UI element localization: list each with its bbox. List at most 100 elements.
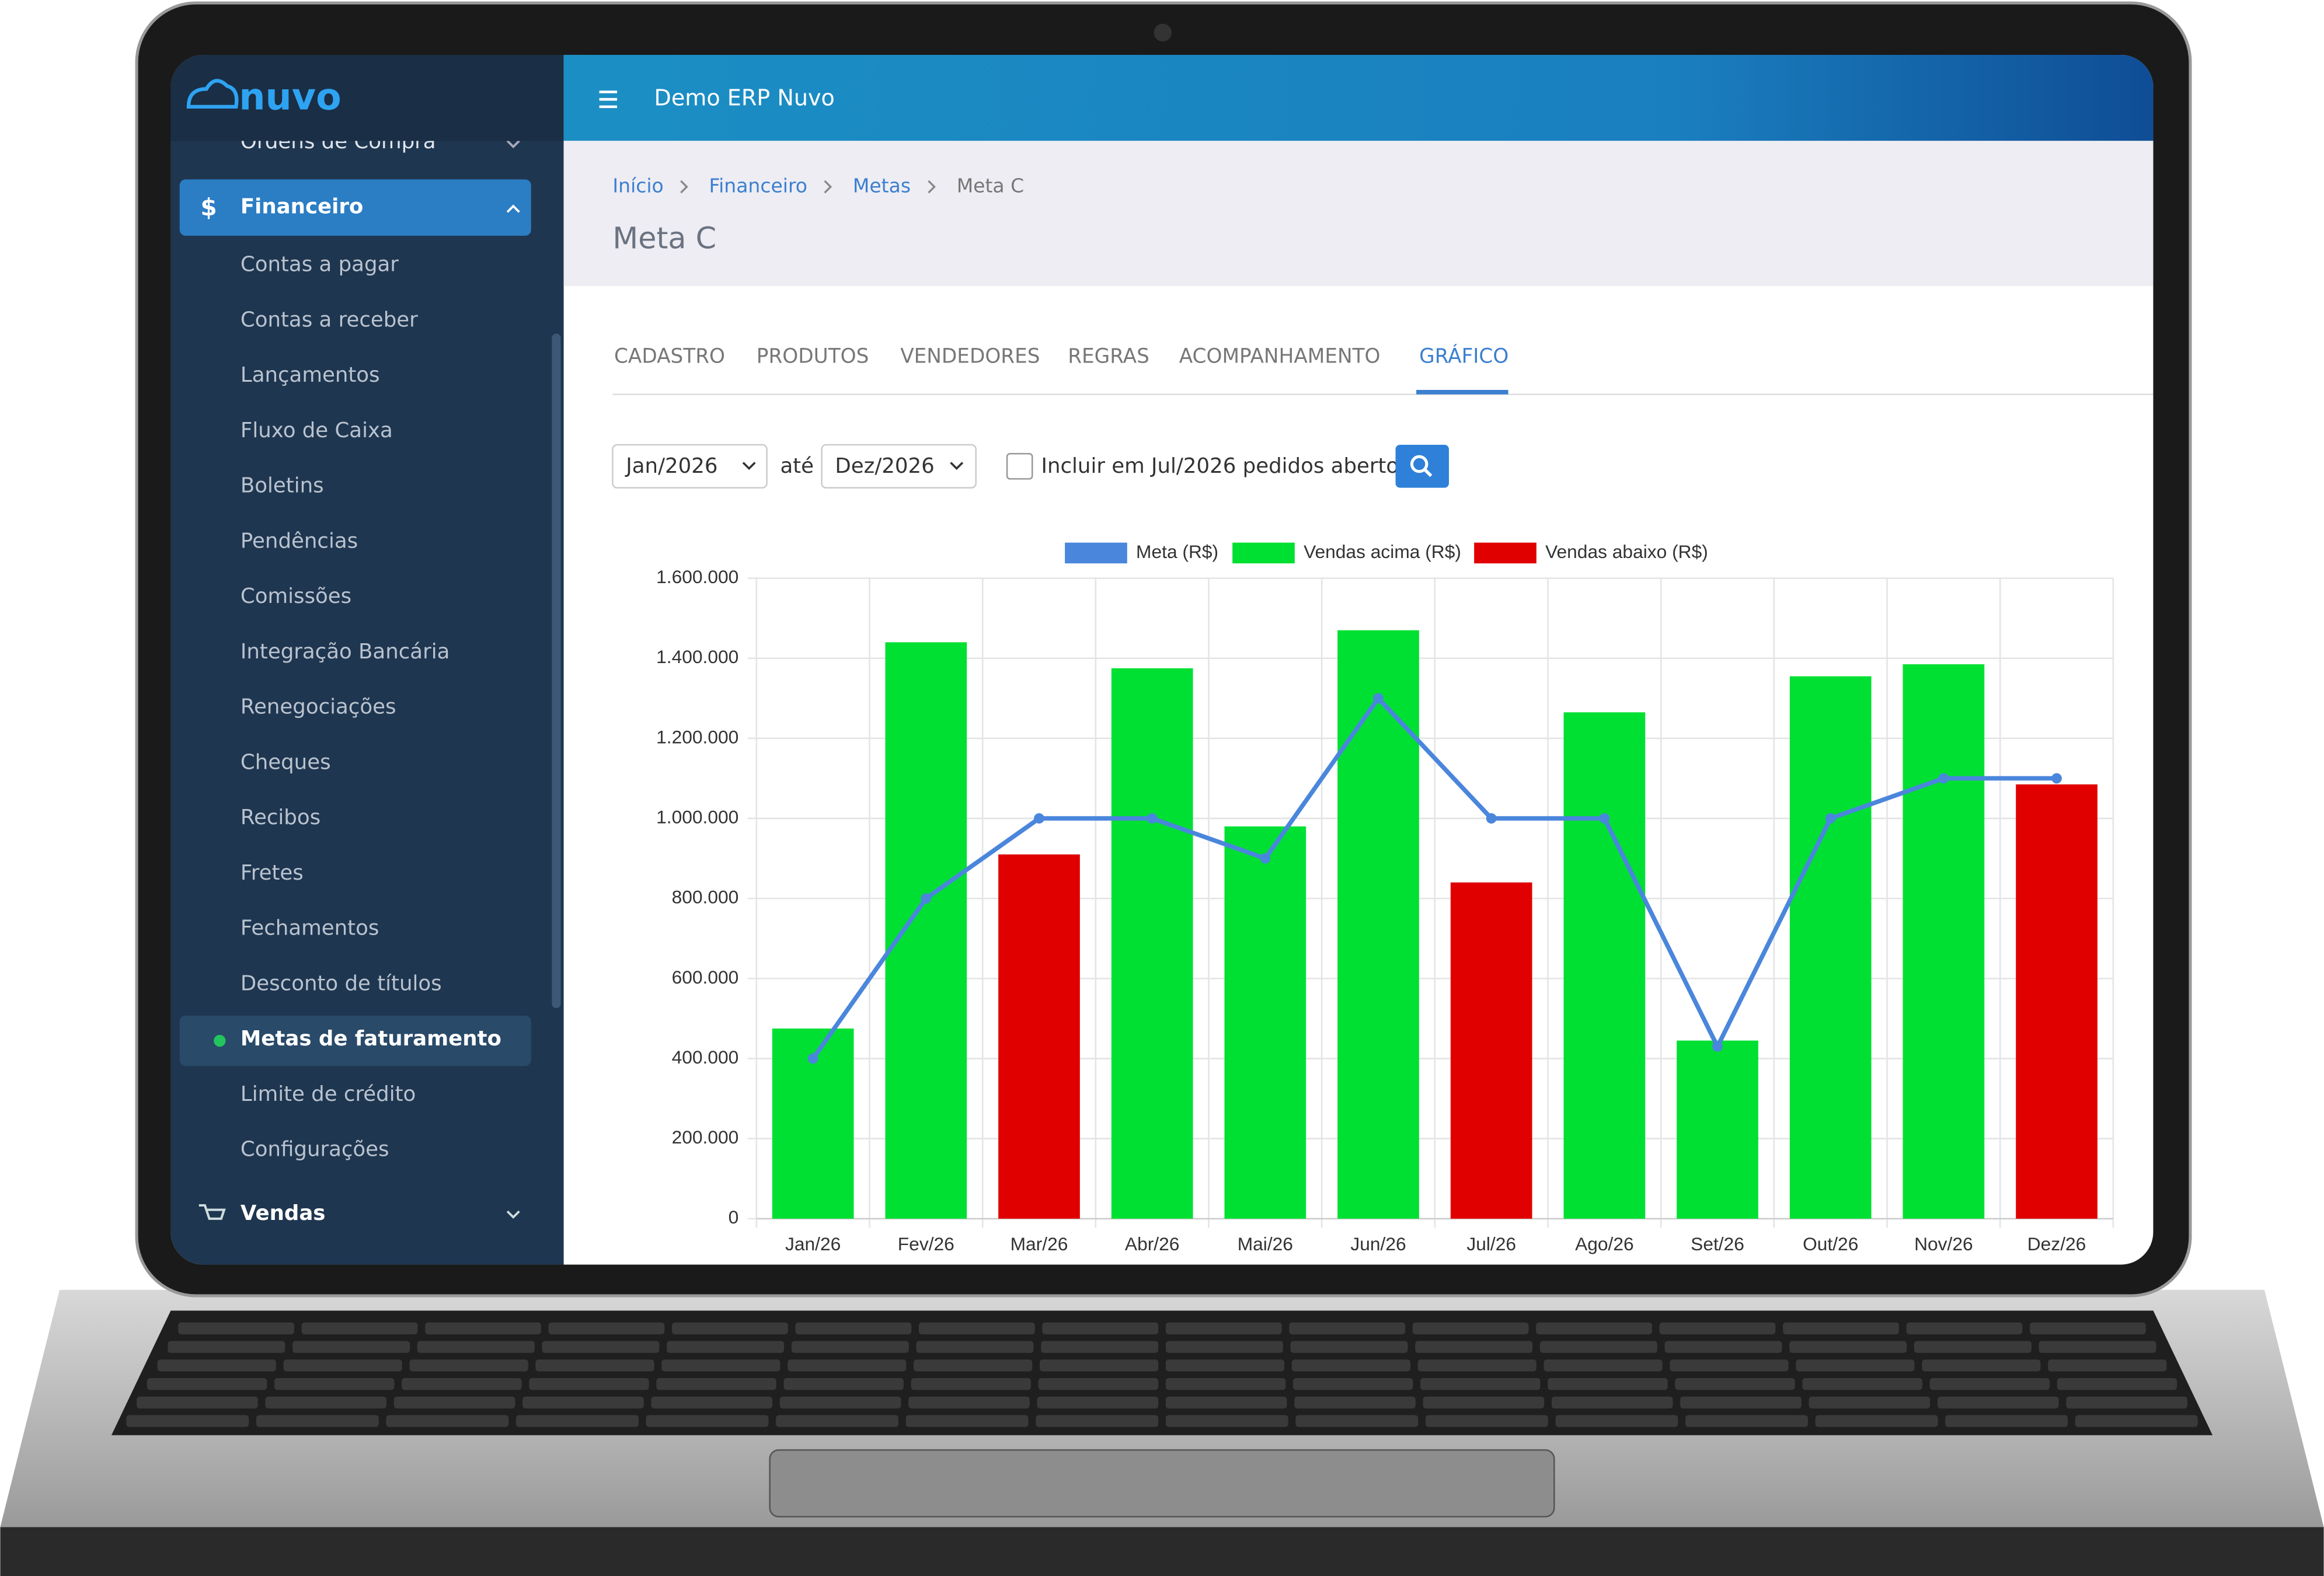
key (2039, 1341, 2156, 1353)
sidebar-menu: $ Ordens de Compra Financeiro Contas a pag… (179, 130, 531, 1225)
key (1420, 1378, 1541, 1390)
menu-item[interactable]: Integração Bancária (241, 640, 450, 664)
search-icon (1410, 455, 1428, 473)
menu-item[interactable]: Fechamentos (241, 916, 379, 940)
menu-item[interactable]: Recibos (241, 806, 320, 829)
logo: nuvo (239, 75, 341, 118)
key (1789, 1341, 1907, 1353)
active-dot (214, 1034, 226, 1047)
menu-item[interactable]: Pendências (241, 529, 358, 553)
menu-item[interactable]: Comissões (241, 584, 351, 608)
bar (1224, 826, 1306, 1219)
bar (1111, 668, 1193, 1219)
menu-item[interactable]: Ordens de Compra (241, 130, 436, 154)
key (1815, 1415, 1938, 1427)
menu-item[interactable]: Metas de faturamento (241, 1027, 501, 1051)
menu-item[interactable]: Renegociações (241, 695, 396, 719)
touchpad (769, 1449, 1555, 1518)
menu-item[interactable]: Boletins (241, 474, 324, 498)
legend-label[interactable]: Meta (R$) (1136, 541, 1218, 562)
tabs: CADASTRO PRODUTOS VENDEDORES REGRAS ACOMPANH… (614, 344, 1508, 368)
key (795, 1322, 912, 1334)
key (2048, 1359, 2167, 1372)
chart: 0 200.000 400.000 600.000 800.000 1.000.000 1.… (656, 541, 2114, 1254)
menu-item[interactable]: Contas a pagar (241, 253, 399, 277)
select-from[interactable] (612, 444, 768, 489)
key (386, 1415, 509, 1427)
y-tick-label: 0 (729, 1207, 739, 1228)
key (409, 1359, 528, 1372)
menu-item[interactable]: Desconto de títulos (241, 971, 442, 995)
menu-item[interactable]: Limite de crédito (241, 1082, 416, 1106)
key (779, 1396, 901, 1408)
header (563, 54, 2154, 141)
legend-swatch[interactable] (1065, 542, 1127, 564)
select-to[interactable] (821, 444, 977, 489)
key (656, 1378, 776, 1390)
key (535, 1359, 654, 1372)
key (147, 1378, 267, 1390)
x-tick-label: Jan/26 (785, 1233, 841, 1254)
tab[interactable]: GRÁFICO (1419, 344, 1508, 368)
tab[interactable]: ACOMPANHAMENTO (1179, 345, 1381, 368)
key (265, 1396, 387, 1408)
y-tick-label: 1.000.000 (656, 806, 738, 827)
bar (2016, 784, 2097, 1219)
key (137, 1396, 258, 1408)
key (1555, 1415, 1678, 1427)
key (1042, 1322, 1159, 1334)
laptop-edge (0, 1527, 2324, 1576)
checkbox[interactable] (1006, 452, 1033, 480)
key (651, 1396, 773, 1408)
key (1295, 1415, 1419, 1427)
legend-swatch[interactable] (1474, 542, 1536, 564)
breadcrumb-link[interactable]: Financeiro (709, 175, 807, 197)
key (1291, 1359, 1410, 1372)
key (776, 1415, 899, 1427)
keys (126, 1322, 2198, 1427)
tab[interactable]: PRODUTOS (757, 345, 869, 368)
breadcrumb-link[interactable]: Metas (853, 175, 911, 197)
x-tick-label: Mai/26 (1238, 1233, 1293, 1254)
menu-item[interactable]: Configurações (241, 1138, 389, 1162)
legend-swatch[interactable] (1232, 542, 1295, 564)
legend-label[interactable]: Vendas abaixo (R$) (1545, 541, 1708, 562)
key (1423, 1396, 1545, 1408)
point (1147, 813, 1158, 824)
tab[interactable]: REGRAS (1068, 345, 1149, 368)
tab[interactable]: VENDEDORES (900, 345, 1040, 368)
key (393, 1396, 515, 1408)
header-title: Demo ERP Nuvo (654, 85, 835, 111)
key (1670, 1359, 1789, 1372)
y-tick-label: 1.600.000 (656, 566, 738, 587)
menu-item[interactable]: Financeiro (241, 195, 363, 219)
x-tick-label: Abr/26 (1125, 1233, 1180, 1254)
key (2066, 1396, 2187, 1408)
menu-item[interactable]: Contas a receber (241, 308, 418, 332)
point (1712, 1041, 1723, 1052)
breadcrumb-link[interactable]: Início (612, 175, 663, 197)
key (783, 1378, 904, 1390)
point (1486, 813, 1497, 824)
key (529, 1378, 649, 1390)
menu-item[interactable]: Fluxo de Caixa (241, 419, 393, 442)
search-button[interactable] (1395, 444, 1449, 488)
y-tick-label: 600.000 (672, 967, 739, 988)
key (1290, 1341, 1408, 1353)
menu-item[interactable]: Fretes (241, 861, 304, 885)
menu-button[interactable] (599, 90, 618, 109)
key (1036, 1415, 1159, 1427)
menu-item[interactable]: Vendas (241, 1201, 326, 1225)
menu-item[interactable]: Cheques (241, 750, 331, 774)
legend-label[interactable]: Vendas acima (R$) (1304, 541, 1461, 562)
key (542, 1341, 660, 1353)
key (1929, 1378, 2050, 1390)
key (1906, 1322, 2023, 1334)
key (126, 1415, 249, 1427)
tab[interactable]: CADASTRO (614, 345, 725, 368)
key (2075, 1415, 2198, 1427)
key (788, 1359, 907, 1372)
menu-item[interactable]: Lançamentos (241, 363, 380, 387)
point (807, 1053, 818, 1064)
breadcrumb-separator (680, 180, 936, 194)
